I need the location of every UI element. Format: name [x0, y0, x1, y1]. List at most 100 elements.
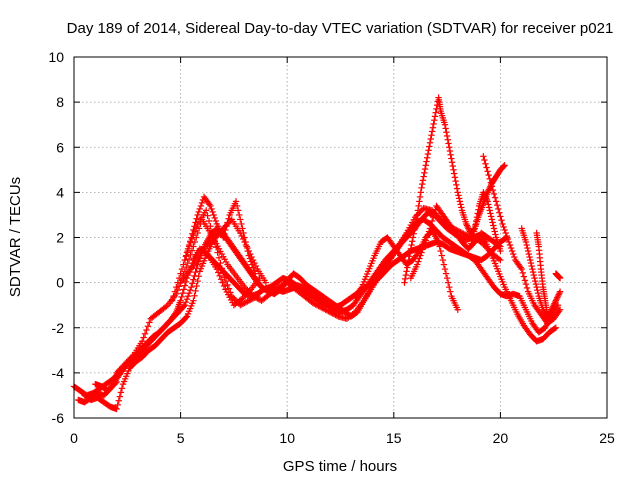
y-tick-label: -4: [52, 365, 65, 381]
data-point: [279, 281, 287, 289]
data-point: [182, 298, 190, 306]
data-point: [188, 283, 195, 291]
data-point: [183, 295, 191, 303]
data-point: [495, 255, 503, 263]
data-point: [192, 287, 199, 295]
data-point: [187, 251, 194, 258]
data-point: [333, 312, 341, 319]
data-point: [190, 297, 197, 304]
data-point: [193, 282, 200, 290]
data-point: [481, 242, 488, 249]
x-axis-label: GPS time / hours: [283, 458, 397, 475]
data-point: [497, 256, 504, 264]
data-point: [484, 245, 491, 252]
data-point: [326, 308, 334, 316]
data-point: [330, 311, 338, 318]
data-point: [182, 314, 190, 321]
data-point: [315, 302, 322, 310]
data-point: [174, 286, 181, 294]
data-point: [116, 366, 123, 374]
data-point: [140, 334, 147, 341]
data-points: [70, 94, 564, 413]
data-point: [113, 369, 120, 377]
data-point: [119, 363, 126, 371]
data-point: [114, 368, 122, 375]
data-point: [120, 362, 127, 369]
data-point: [323, 307, 331, 314]
data-point: [457, 229, 464, 236]
data-point: [192, 268, 199, 276]
data-point: [191, 238, 199, 246]
data-point: [123, 359, 130, 366]
x-tick-label: 5: [177, 430, 185, 446]
data-point: [319, 304, 326, 312]
data-point: [115, 397, 122, 404]
data-point: [434, 213, 442, 220]
data-point: [480, 241, 487, 248]
data-point: [309, 299, 316, 307]
data-point: [332, 311, 339, 319]
data-point: [126, 356, 133, 363]
data-point: [114, 401, 121, 409]
data-point: [181, 282, 189, 289]
data-point: [190, 276, 197, 283]
data-point: [180, 303, 187, 310]
data-point: [242, 285, 250, 292]
data-point: [460, 230, 467, 237]
data-point: [313, 301, 321, 309]
y-tick-label: 0: [56, 275, 64, 291]
data-point: [278, 282, 285, 289]
data-point: [189, 280, 196, 287]
data-point: [143, 326, 150, 334]
data-point: [121, 360, 129, 368]
data-point: [329, 310, 336, 317]
data-point: [275, 283, 282, 291]
data-point: [186, 286, 194, 294]
data-point: [181, 301, 189, 309]
data-point: [194, 229, 201, 237]
data-point: [328, 309, 335, 316]
data-point: [127, 354, 135, 362]
data-point: [116, 393, 124, 400]
data-point: [485, 247, 493, 254]
data-point: [482, 244, 490, 251]
chart-title: Day 189 of 2014, Sidereal Day-to-day VTE…: [67, 20, 614, 37]
x-tick-label: 20: [493, 430, 509, 446]
data-point: [458, 229, 466, 237]
data-point: [144, 323, 152, 330]
data-point: [552, 324, 560, 331]
x-tick-label: 25: [599, 430, 615, 446]
data-point: [322, 306, 329, 313]
grid: [74, 57, 607, 418]
data-point: [551, 325, 558, 332]
data-point: [179, 289, 186, 297]
data-point: [118, 385, 126, 392]
data-point: [184, 292, 192, 300]
y-axis-label: SDTVAR / TECUs: [7, 177, 24, 297]
data-point: [117, 389, 125, 396]
y-tick-label: -2: [52, 320, 65, 336]
data-point: [320, 305, 328, 313]
data-point: [316, 303, 324, 310]
data-point: [195, 225, 203, 232]
x-tick-label: 10: [279, 430, 295, 446]
data-point: [185, 289, 193, 297]
data-point: [124, 357, 132, 365]
data-point: [417, 207, 425, 215]
x-tick-label: 0: [70, 430, 78, 446]
data-point: [312, 301, 319, 308]
y-tick-label: 2: [56, 230, 64, 246]
data-point: [141, 330, 149, 337]
y-tick-label: 10: [48, 49, 64, 65]
data-point: [146, 319, 153, 326]
data-point: [178, 293, 185, 301]
data-point: [241, 283, 248, 291]
data-point: [129, 353, 136, 360]
data-point: [311, 300, 318, 307]
data-point: [350, 309, 358, 317]
data-point: [163, 303, 170, 310]
data-point: [194, 277, 201, 285]
data-point: [461, 231, 469, 238]
